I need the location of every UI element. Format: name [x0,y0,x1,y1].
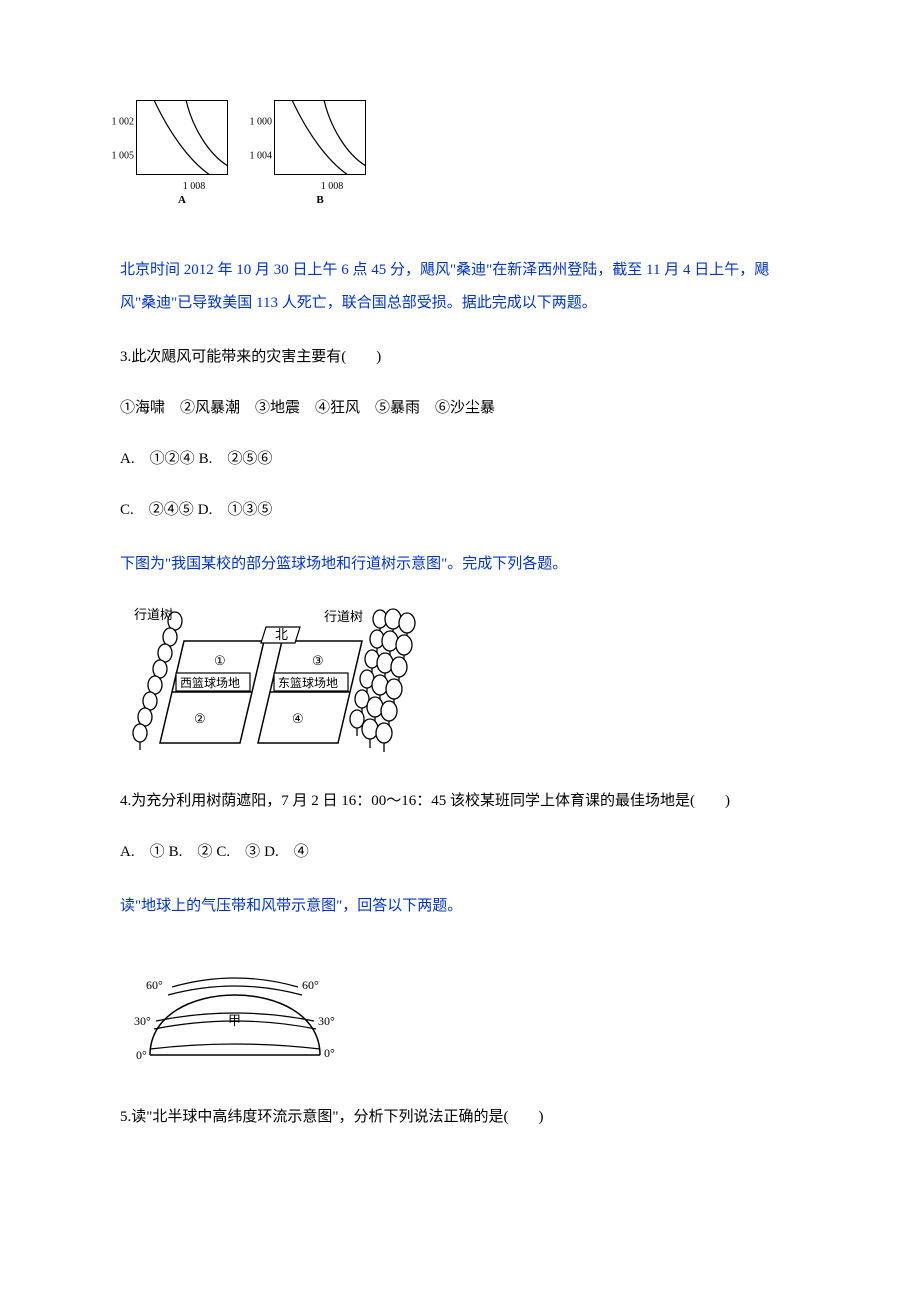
right-trees-label: 行道树 [324,609,363,624]
bball-svg: 北 行道树 行道树 ① ② ③ ④ 西篮球场地 东篮球场地 [128,605,424,753]
p-left-60: 60° [146,978,163,992]
q3-optB: B. ②⑤⑥ [199,451,273,467]
q3-text: 3.此次飓风可能带来的灾害主要有( ) [120,344,800,371]
chart-A-canvas: 1 002 1 005 1 008 [136,100,228,180]
bball-q4: ④ [292,711,304,726]
bball-diagram: 北 行道树 行道树 ① ② ③ ④ 西篮球场地 东篮球场地 [120,605,800,758]
p-right-60: 60° [302,978,319,992]
p-center-label: 甲 [228,1013,241,1028]
pressure-svg: 60° 60° 30° 30° 0° 0° 甲 [128,947,348,1069]
bball-q2: ② [194,711,206,726]
chart-A-svg [136,100,228,175]
bball-q3: ③ [312,653,324,668]
p-right-0: 0° [324,1046,335,1060]
intro-bball: 下图为"我国某校的部分篮球场地和行道树示意图"。完成下列各题。 [120,548,800,581]
chart-B-y-label-1: 1 000 [250,117,275,128]
q4-options: A. ①B. ②C. ③D. ④ [120,839,800,866]
q4-text: 4.为充分利用树荫遮阳，7 月 2 日 16：00～16：45 该校某班同学上体… [120,788,800,815]
chart-B-y-label-2: 1 004 [250,151,275,162]
left-field-label: 西篮球场地 [180,675,240,690]
chart-A-x-label-1: 1 008 [183,180,206,192]
chart-A-y-label-2: 1 005 [112,151,137,162]
contour-charts-row: 1 002 1 005 1 008 A 1 000 1 004 1 008 B [120,100,800,206]
q5-text: 5.读"北半球中高纬度环流示意图"，分析下列说法正确的是( ) [120,1104,800,1131]
right-field-label: 东篮球场地 [278,675,338,690]
chart-A: 1 002 1 005 1 008 A [136,100,228,206]
chart-A-y-label-1: 1 002 [112,117,137,128]
chart-B-svg [274,100,366,175]
chart-B-x-label-1: 1 008 [321,180,344,192]
chart-B: 1 000 1 004 1 008 B [274,100,366,206]
q3-optD: D. ①③⑤ [198,502,273,518]
chart-A-letter: A [178,194,186,206]
q3-optC: C. ②④⑤ [120,502,194,518]
chart-B-letter: B [316,194,323,206]
p-left-0: 0° [136,1048,147,1062]
intro-sandy: 北京时间 2012 年 10 月 30 日上午 6 点 45 分，飓风"桑迪"在… [120,254,800,320]
left-trees-label: 行道树 [134,607,173,622]
q4-optA: A. ① [120,844,165,860]
intro-pressure: 读"地球上的气压带和风带示意图"，回答以下两题。 [120,890,800,923]
chart-B-canvas: 1 000 1 004 1 008 [274,100,366,180]
q3-options-row1: A. ①②④B. ②⑤⑥ [120,446,800,473]
p-left-30: 30° [134,1014,151,1028]
p-right-30: 30° [318,1014,335,1028]
q3-optA: A. ①②④ [120,451,195,467]
q3-options-row2: C. ②④⑤D. ①③⑤ [120,497,800,524]
north-label: 北 [275,627,288,642]
bball-q1: ① [214,653,226,668]
q3-choices: ①海啸 ②风暴潮 ③地震 ④狂风 ⑤暴雨 ⑥沙尘暴 [120,395,800,422]
q4-optD: D. ④ [264,844,309,860]
q4-optB: B. ② [169,844,213,860]
pressure-diagram: 60° 60° 30° 30° 0° 0° 甲 [120,947,800,1074]
q4-optC: C. ③ [216,844,260,860]
